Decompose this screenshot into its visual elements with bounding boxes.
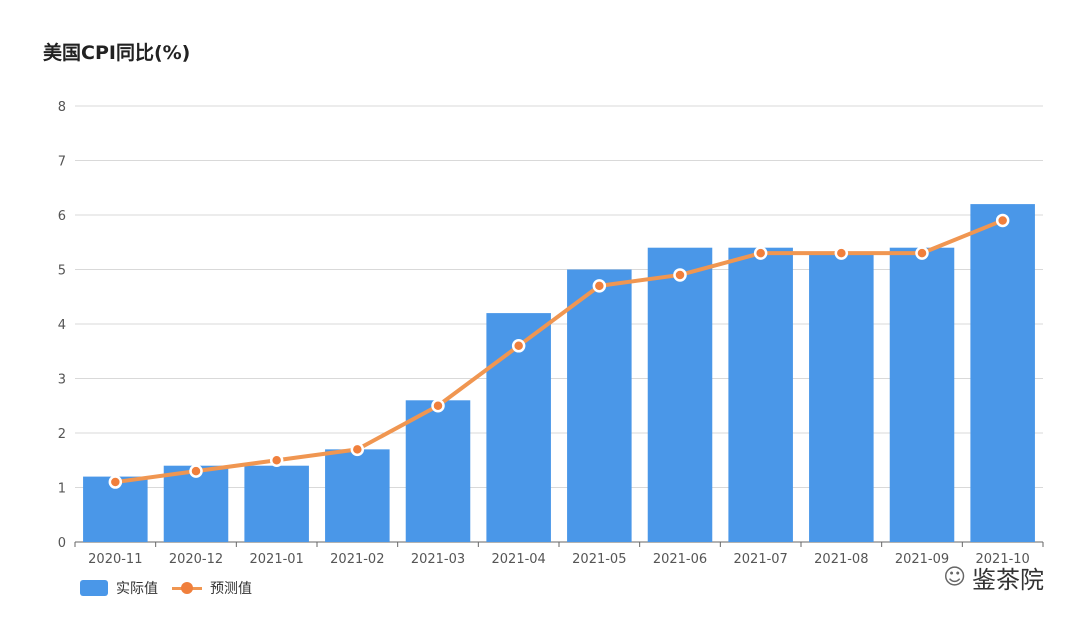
legend-actual-swatch: [80, 580, 108, 596]
forecast-point: [592, 279, 607, 293]
forecast-point: [834, 246, 849, 260]
forecast-point: [753, 246, 768, 260]
bar: [163, 465, 229, 542]
y-tick-label: 7: [58, 155, 66, 170]
bar: [889, 247, 955, 542]
x-tick-label: 2021-03: [411, 552, 465, 567]
x-tick-label: 2021-02: [330, 552, 384, 567]
x-tick-label: 2021-06: [653, 552, 707, 567]
bar: [647, 247, 713, 542]
y-tick-label: 5: [58, 264, 66, 279]
legend: 实际值 预测值: [80, 578, 266, 598]
y-tick-label: 2: [58, 427, 66, 442]
bar: [405, 400, 471, 542]
x-tick-label: 2021-07: [734, 552, 788, 567]
legend-forecast-swatch: [172, 580, 202, 596]
wechat-icon: ☺: [943, 565, 966, 590]
x-tick-label: 2020-11: [88, 552, 142, 567]
forecast-point: [673, 268, 687, 282]
forecast-point: [108, 475, 123, 489]
x-tick-label: 2021-08: [814, 552, 868, 567]
x-tick-label: 2020-12: [169, 552, 223, 567]
bar: [244, 465, 309, 542]
y-tick-label: 6: [58, 209, 66, 224]
forecast-point: [995, 213, 1010, 228]
y-tick-label: 1: [58, 482, 66, 497]
legend-forecast-label: 预测值: [210, 581, 252, 597]
x-tick-label: 2021-10: [976, 552, 1030, 567]
forecast-line: [113, 218, 1005, 485]
forecast-point: [915, 246, 929, 260]
x-tick-label: 2021-01: [250, 552, 304, 567]
bar: [567, 269, 632, 542]
forecast-point: [269, 453, 284, 467]
x-tick-label: 2021-05: [572, 552, 626, 567]
forecast-point: [189, 464, 203, 478]
forecast-point: [511, 339, 526, 353]
brand-watermark: ☺ 鉴茶院: [943, 560, 1044, 595]
y-tick-label: 3: [58, 373, 66, 388]
forecast-point: [350, 442, 365, 457]
y-tick-label: 0: [58, 536, 66, 551]
chart-title: 美国CPI同比(%): [43, 42, 191, 64]
y-tick-label: 4: [58, 318, 66, 333]
legend-actual-label: 实际值: [116, 581, 158, 597]
bar: [809, 253, 874, 542]
y-tick-label: 8: [58, 100, 66, 115]
bar: [970, 204, 1035, 542]
x-tick-label: 2021-09: [895, 552, 949, 567]
x-tick-label: 2021-04: [492, 552, 546, 567]
bar: [325, 449, 390, 542]
bar: [728, 247, 793, 542]
brand-text: 鉴茶院: [972, 566, 1044, 594]
forecast-point: [431, 399, 445, 413]
